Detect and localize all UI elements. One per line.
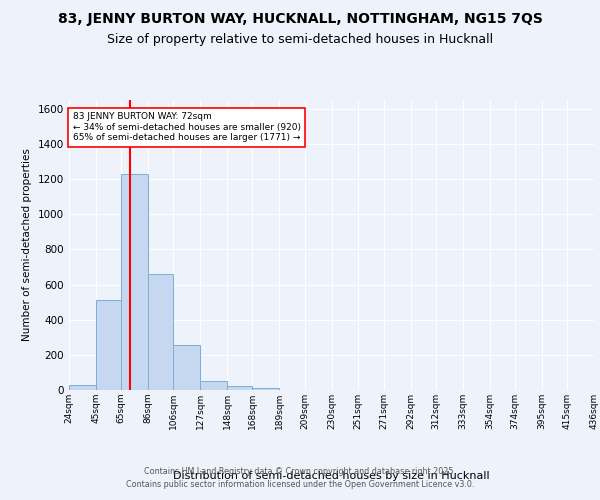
Y-axis label: Number of semi-detached properties: Number of semi-detached properties [22, 148, 32, 342]
Bar [200, 381, 227, 390]
Bar [227, 386, 253, 390]
Text: 83 JENNY BURTON WAY: 72sqm
← 34% of semi-detached houses are smaller (920)
65% o: 83 JENNY BURTON WAY: 72sqm ← 34% of semi… [73, 112, 301, 142]
Bar [148, 274, 173, 390]
Bar [121, 174, 148, 390]
Bar [96, 300, 121, 390]
Text: Contains HM Land Registry data © Crown copyright and database right 2025.: Contains HM Land Registry data © Crown c… [144, 467, 456, 476]
Bar [173, 345, 200, 390]
Bar [253, 388, 279, 390]
X-axis label: Distribution of semi-detached houses by size in Hucknall: Distribution of semi-detached houses by … [173, 471, 490, 481]
Bar [69, 384, 96, 390]
Text: Size of property relative to semi-detached houses in Hucknall: Size of property relative to semi-detach… [107, 32, 493, 46]
Text: Contains public sector information licensed under the Open Government Licence v3: Contains public sector information licen… [126, 480, 474, 489]
Text: 83, JENNY BURTON WAY, HUCKNALL, NOTTINGHAM, NG15 7QS: 83, JENNY BURTON WAY, HUCKNALL, NOTTINGH… [58, 12, 542, 26]
